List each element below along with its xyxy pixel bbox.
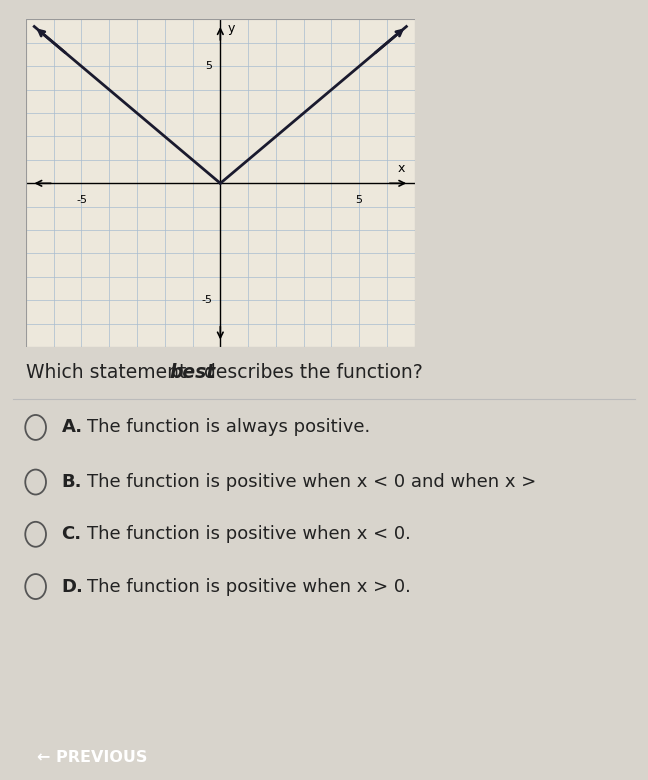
Text: -5: -5 — [76, 195, 87, 205]
Text: Which statement: Which statement — [26, 363, 192, 381]
Text: y: y — [227, 23, 235, 35]
Text: The function is positive when x < 0 and when x >: The function is positive when x < 0 and … — [87, 473, 537, 491]
Text: C.: C. — [62, 525, 82, 544]
Text: The function is positive when x > 0.: The function is positive when x > 0. — [87, 577, 411, 596]
Text: B.: B. — [62, 473, 82, 491]
Text: 5: 5 — [205, 62, 212, 71]
Text: 5: 5 — [356, 195, 363, 205]
Text: best: best — [170, 363, 216, 381]
Text: D.: D. — [62, 577, 84, 596]
Text: ← PREVIOUS: ← PREVIOUS — [37, 750, 148, 765]
Text: The function is positive when x < 0.: The function is positive when x < 0. — [87, 525, 411, 544]
Text: -5: -5 — [201, 296, 212, 305]
Text: The function is always positive.: The function is always positive. — [87, 418, 371, 437]
Text: describes the function?: describes the function? — [198, 363, 422, 381]
Text: x: x — [397, 162, 404, 175]
Text: A.: A. — [62, 418, 83, 437]
